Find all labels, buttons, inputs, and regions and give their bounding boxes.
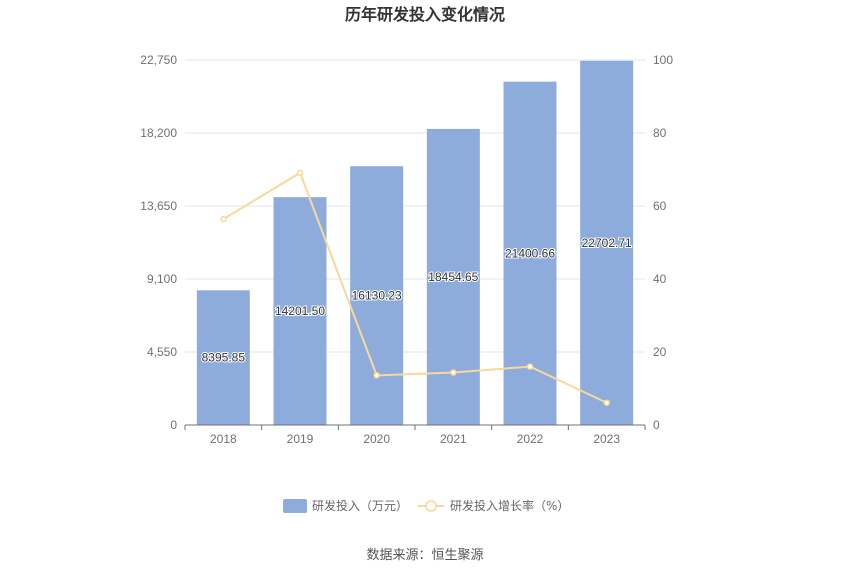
line-series	[220, 169, 610, 406]
legend-bar-swatch	[283, 499, 307, 513]
bar-value-label: 18454.65	[428, 270, 478, 284]
right-axis-tick: 80	[653, 126, 667, 140]
legend: 研发投入（万元） 研发投入增长率（%）	[283, 498, 569, 513]
line-point[interactable]	[603, 399, 610, 406]
x-axis-tick: 2018	[210, 432, 237, 446]
x-axis-tick: 2023	[593, 432, 620, 446]
legend-line-label: 研发投入增长率（%）	[450, 498, 569, 513]
right-axis: 0 20 40 60 80 100	[653, 53, 673, 432]
bar-value-label: 8395.85	[202, 351, 246, 365]
left-axis-tick: 18,200	[140, 126, 177, 140]
left-axis-tick: 4,550	[147, 345, 177, 359]
line-point[interactable]	[220, 215, 227, 223]
bar-value-label: 22702.71	[582, 236, 632, 250]
x-axis-tick: 2021	[440, 432, 467, 446]
bar-series	[196, 60, 634, 426]
right-axis-tick: 60	[653, 199, 667, 213]
legend-item-line[interactable]: 研发投入增长率（%）	[418, 498, 569, 513]
bar-value-label: 16130.23	[352, 289, 402, 303]
line-point[interactable]	[373, 372, 380, 379]
chart-title: 历年研发投入变化情况	[345, 5, 505, 24]
bar-value-label: 21400.66	[505, 246, 555, 260]
x-axis: 2018 2019 2020 2021 2022 2023	[184, 424, 646, 446]
right-axis-tick: 100	[653, 53, 673, 67]
right-axis-tick: 40	[653, 272, 667, 286]
line-point[interactable]	[450, 369, 457, 376]
right-axis-tick: 0	[653, 418, 660, 432]
left-axis-tick: 13,650	[140, 199, 177, 213]
bar-labels: 8395.85 14201.50 16130.23 18454.65 21400.66 2…	[201, 235, 633, 366]
growth-line	[222, 171, 608, 404]
legend-line-marker	[425, 500, 437, 512]
x-axis-tick: 2022	[517, 432, 544, 446]
source-text: 数据来源：恒生聚源	[366, 548, 483, 563]
bar-value-label: 14201.50	[275, 304, 325, 318]
x-axis-tick: 2020	[363, 432, 390, 446]
bar[interactable]	[273, 197, 327, 425]
left-axis: 0 4,550 9,100 13,650 18,200 22,750	[140, 53, 177, 432]
x-axis-tick: 2019	[287, 432, 314, 446]
line-point[interactable]	[526, 363, 534, 370]
line-point[interactable]	[296, 169, 304, 177]
left-axis-tick: 22,750	[140, 53, 177, 67]
grid-lines	[185, 59, 645, 353]
left-axis-tick: 0	[170, 418, 177, 432]
bar[interactable]	[196, 290, 250, 425]
legend-item-bar[interactable]: 研发投入（万元）	[283, 498, 408, 513]
left-axis-tick: 9,100	[147, 272, 177, 286]
legend-bar-label: 研发投入（万元）	[312, 498, 408, 513]
right-axis-tick: 20	[653, 345, 667, 359]
bar[interactable]	[350, 166, 404, 425]
bar[interactable]	[580, 60, 634, 425]
